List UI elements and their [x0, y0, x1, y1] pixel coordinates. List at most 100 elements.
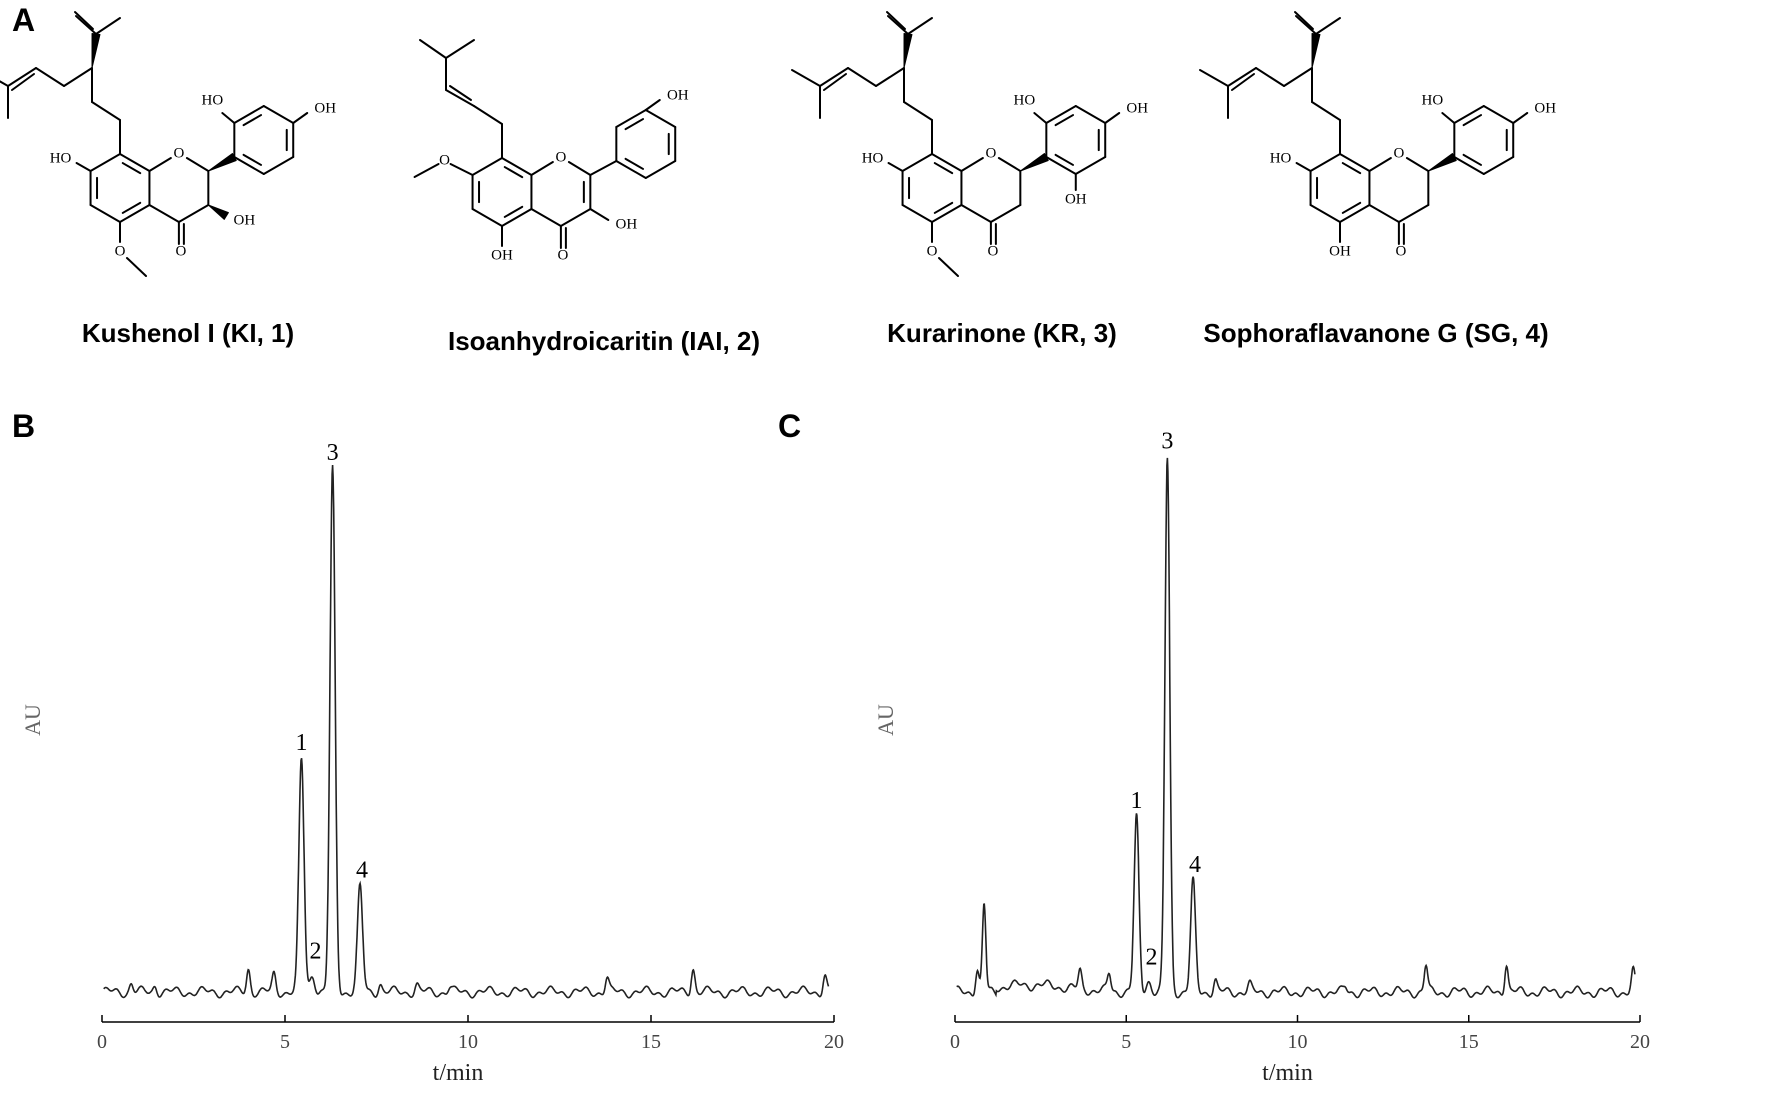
x-tick-label: 15: [1459, 1031, 1479, 1053]
atom-label: HO: [50, 150, 72, 166]
bond: [1339, 153, 1371, 172]
bond: [615, 160, 647, 179]
wedge-bond: [207, 204, 229, 220]
double-bond: [242, 153, 263, 166]
bond: [960, 157, 984, 172]
bond: [1227, 67, 1257, 87]
bond: [644, 109, 677, 128]
atom-label: O: [1393, 145, 1404, 161]
bond: [148, 204, 180, 223]
bond: [63, 67, 93, 87]
bond: [530, 208, 562, 227]
bond: [445, 39, 475, 59]
double-bond: [74, 11, 94, 30]
bond: [1339, 204, 1371, 223]
double-bond: [1462, 114, 1483, 127]
bond: [1074, 156, 1107, 175]
bond: [1045, 156, 1077, 175]
bond: [901, 204, 933, 223]
bond: [907, 17, 933, 35]
bond: [1453, 105, 1485, 124]
bond: [791, 69, 821, 87]
bond: [473, 105, 503, 125]
bond: [903, 101, 933, 121]
bond: [471, 208, 503, 227]
x-axis-label: t/min: [1262, 1060, 1313, 1086]
x-axis-label: t/min: [433, 1060, 484, 1086]
bond: [1255, 67, 1285, 87]
bond: [1199, 69, 1229, 87]
x-tick-label: 20: [824, 1031, 844, 1053]
bond: [7, 67, 37, 87]
bond: [1295, 15, 1317, 35]
double-bond: [1054, 114, 1075, 127]
peak-label-3: 3: [1161, 428, 1173, 454]
atom-label: O: [987, 243, 998, 259]
double-bond: [503, 166, 524, 179]
atom-label: OH: [667, 87, 689, 103]
bond: [589, 160, 618, 176]
bond: [1104, 112, 1121, 124]
peak-label-3: 3: [327, 440, 339, 466]
bond: [471, 157, 503, 176]
bond: [644, 160, 677, 179]
bond: [819, 67, 849, 87]
bond: [177, 204, 210, 223]
compound-name-kushenol-i: Kushenol I (KI, 1): [81, 318, 295, 348]
double-bond: [121, 162, 142, 175]
bond: [119, 204, 151, 223]
double-bond: [1054, 153, 1075, 166]
x-tick-label: 10: [1288, 1031, 1308, 1053]
panel-label-b: B: [12, 408, 36, 444]
panel-label-a: A: [12, 2, 36, 38]
bond: [931, 153, 963, 172]
bond: [262, 105, 295, 124]
atom-label: OH: [615, 216, 637, 232]
peak-label-4: 4: [1189, 852, 1201, 878]
x-tick-label: 0: [950, 1031, 960, 1053]
double-bond: [449, 85, 472, 101]
structure-isoanhydroicaritin: O O OH O OH OH: [413, 39, 689, 263]
structure-kushenol-i: O O OH HO O HO OH: [0, 11, 336, 277]
atom-label: O: [927, 243, 938, 259]
bond: [1441, 112, 1456, 124]
bond: [501, 208, 533, 227]
bond: [615, 109, 647, 128]
bond: [1482, 156, 1515, 175]
bond: [1283, 67, 1313, 87]
double-bond: [1341, 201, 1362, 214]
x-tick-label: 15: [641, 1031, 661, 1053]
atom-label: O: [439, 152, 450, 168]
bond: [148, 157, 172, 172]
compound-name-kurarinone: Kurarinone (KR, 3): [887, 318, 1117, 348]
bond: [847, 67, 877, 87]
bond: [1368, 204, 1400, 223]
atom-label: O: [1395, 243, 1406, 259]
bond: [589, 208, 610, 221]
peak-label-1: 1: [295, 730, 307, 756]
bond: [1482, 105, 1515, 124]
x-tick-label: 5: [280, 1031, 290, 1053]
bond: [91, 101, 121, 121]
atom-label: O: [175, 243, 186, 259]
bond: [997, 157, 1022, 172]
atom-label: HO: [1421, 92, 1443, 108]
atom-label: HO: [201, 92, 223, 108]
bond: [989, 204, 1022, 223]
peak-label-2: 2: [309, 939, 321, 965]
bond: [567, 161, 592, 176]
atom-label: O: [555, 149, 566, 165]
double-bond: [503, 205, 524, 218]
structure-kurarinone: O O HO O HO OH OH: [791, 11, 1148, 277]
bond: [89, 153, 121, 172]
bond: [1295, 162, 1312, 172]
double-bond: [242, 114, 263, 127]
bond: [1368, 157, 1392, 172]
atom-label: O: [557, 247, 568, 263]
bond: [530, 161, 554, 176]
atom-label: OH: [314, 100, 336, 116]
atom-label: OH: [1065, 191, 1087, 207]
bond: [1045, 105, 1077, 124]
